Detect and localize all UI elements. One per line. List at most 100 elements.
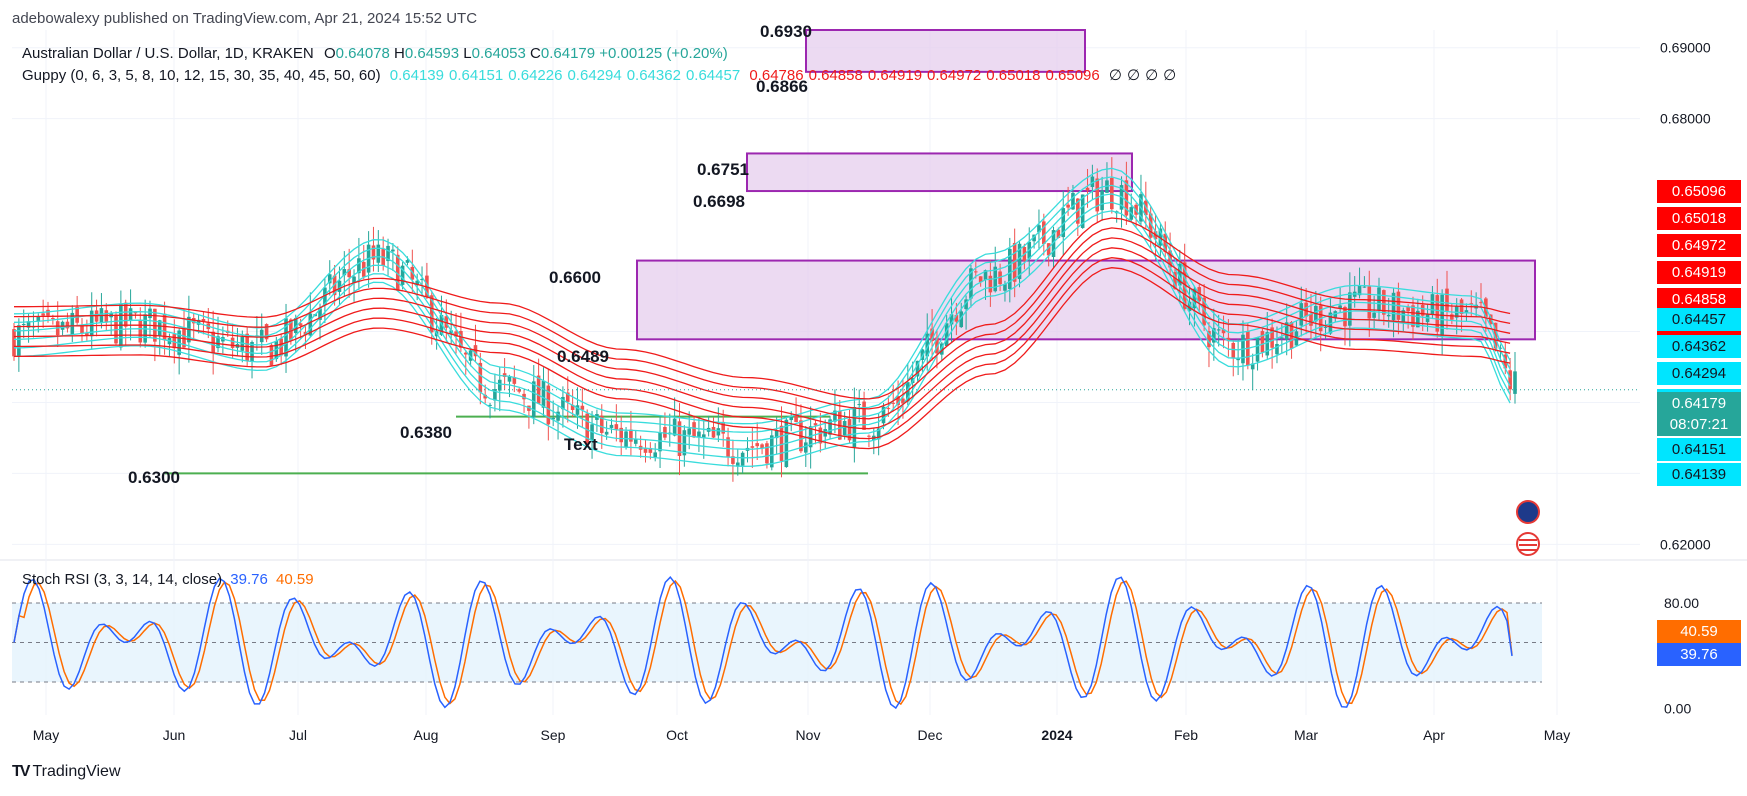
candle-body (1386, 314, 1391, 317)
candle-body (944, 323, 949, 347)
candle-body (774, 430, 779, 439)
open-label: O (323, 45, 336, 62)
candle-body (1309, 313, 1313, 326)
guppy-value: 0.64919 (867, 67, 923, 84)
candle-body (148, 308, 152, 319)
candle-body (463, 352, 468, 355)
zone-level-label: 0.6751 (697, 160, 749, 179)
guppy-short-ema-line (13, 210, 1511, 467)
candle-body (201, 318, 206, 322)
candle-body (1304, 302, 1308, 317)
candle-body (230, 337, 235, 348)
guppy-legend[interactable]: Guppy (0, 6, 3, 5, 8, 10, 12, 15, 30, 35… (22, 66, 1176, 84)
candle-body (157, 320, 162, 336)
resistance-zone (746, 152, 1133, 193)
candle-body (1406, 306, 1410, 312)
candle-body (1270, 327, 1274, 348)
candle-body (1493, 322, 1498, 349)
candle-body (901, 398, 905, 404)
candle-body (65, 321, 70, 329)
guppy-empty-values: ∅ ∅ ∅ ∅ (1104, 67, 1176, 84)
candle-body (692, 422, 696, 438)
candle-body (1299, 303, 1304, 326)
candle-body (1479, 302, 1483, 304)
candle-body (1401, 310, 1406, 323)
time-axis[interactable]: May Jun Jul Aug Sep Oct Nov Dec 2024 Feb Mar Apr May (33, 727, 1570, 743)
candle-body (677, 421, 682, 456)
candle-body (633, 439, 638, 444)
close-label: C (530, 45, 541, 62)
guppy-long-ema-line (14, 227, 1511, 410)
candle-body (284, 318, 288, 357)
candle-body (779, 425, 784, 461)
guppy-long-values: 0.64786 0.64858 0.64919 0.64972 0.65018 0.650… (744, 67, 1099, 84)
candle-body (1148, 213, 1153, 238)
candle-body (1017, 243, 1022, 280)
guppy-value: ∅ (1145, 67, 1159, 84)
candle-body (250, 342, 254, 362)
candle-body (1284, 322, 1289, 340)
candle-body (80, 325, 84, 334)
candle-body (935, 337, 939, 354)
guppy-value: ∅ (1108, 67, 1122, 84)
stoch-tick-label: 80.00 (1664, 595, 1699, 611)
resistance-zones (636, 29, 1536, 341)
candle-body (755, 443, 760, 447)
candle-body (697, 431, 701, 438)
candle-body (1061, 208, 1066, 238)
candle-body (580, 405, 585, 410)
change-value: +0.00125 (+0.20%) (599, 45, 728, 62)
event-flags[interactable] (1516, 500, 1540, 556)
candle-body (46, 309, 50, 316)
guppy-label[interactable]: Guppy (0, 6, 3, 5, 8, 10, 12, 15, 30, 35… (22, 67, 381, 84)
candle-body (352, 276, 356, 284)
time-tick-label: Oct (666, 727, 688, 743)
candle-body (308, 313, 313, 336)
stoch-label[interactable]: Stoch RSI (3, 3, 14, 14, close) (22, 571, 223, 588)
candle-body (400, 265, 405, 285)
candle-body (808, 426, 813, 448)
guppy-value: 0.64139 (389, 67, 444, 84)
guppy-value: 0.64151 (449, 67, 504, 84)
time-tick-label: Aug (414, 727, 439, 743)
candle-body (289, 319, 293, 340)
australia-flag-icon[interactable] (1516, 500, 1540, 524)
zone-level-label: 0.6489 (557, 347, 609, 366)
chart-annotations: 0.6930 0.6866 0.6751 0.6698 0.6600 0.6489 0.63… (128, 22, 812, 487)
guppy-short-values: 0.64139 0.64151 0.64226 0.64294 0.64362 0.644… (385, 67, 740, 84)
guppy-value: ∅ (1163, 67, 1177, 84)
candle-body (769, 435, 774, 468)
stoch-legend[interactable]: Stoch RSI (3, 3, 14, 14, close) 39.76 40… (22, 571, 314, 588)
time-tick-label: Feb (1174, 727, 1198, 743)
candle-body (182, 327, 186, 348)
candle-body (196, 319, 201, 325)
candle-body (701, 434, 706, 438)
zone-level-label: 0.6866 (756, 77, 808, 96)
stoch-tick-label: 0.00 (1664, 700, 1691, 716)
candle-body (1391, 292, 1396, 321)
us-flag-stripes-icon (1519, 539, 1537, 551)
candle-body (998, 271, 1002, 285)
guppy-long-ema-line (14, 247, 1511, 430)
candle-body (1445, 288, 1449, 311)
symbol-name[interactable]: Australian Dollar / U.S. Dollar, 1D, KRA… (22, 45, 314, 62)
symbol-legend[interactable]: Australian Dollar / U.S. Dollar, 1D, KRA… (22, 45, 728, 62)
candle-body (1212, 328, 1216, 343)
candle-body (1080, 194, 1085, 228)
guppy-long-ema-line (14, 217, 1511, 400)
candle-body (1323, 326, 1328, 328)
candle-body (1280, 337, 1284, 339)
candle-body (493, 389, 497, 401)
candle-body (371, 245, 376, 260)
time-tick-label: May (1544, 727, 1570, 743)
guppy-value: 0.64457 (685, 67, 741, 84)
long-ema-badge: 0.64858 (1657, 288, 1741, 311)
tradingview-logo[interactable]: TV TradingView (12, 763, 121, 781)
candle-body (541, 380, 546, 408)
price-tick-label: 0.68000 (1660, 111, 1711, 127)
candle-body (1216, 329, 1221, 331)
candle-body (454, 331, 458, 337)
candle-body (842, 421, 847, 436)
candle-body (172, 334, 177, 349)
candle-body (1357, 285, 1362, 296)
